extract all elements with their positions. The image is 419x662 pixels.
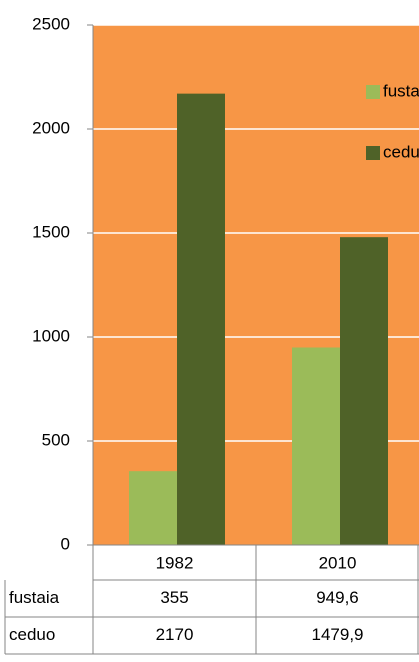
y-tick-label: 500 xyxy=(42,430,70,449)
y-tick-label: 1500 xyxy=(32,222,70,241)
table-cell: 1479,9 xyxy=(312,625,364,644)
x-tick-label: 2010 xyxy=(319,553,357,572)
bar xyxy=(177,93,225,545)
bar xyxy=(292,347,340,545)
table-row-label: fustaia xyxy=(9,588,60,607)
table-row-label: ceduo xyxy=(9,625,55,644)
table-cell: 949,6 xyxy=(316,588,359,607)
bar xyxy=(129,471,177,545)
table-cell: 355 xyxy=(160,588,188,607)
table-cell: 2170 xyxy=(156,625,194,644)
legend-swatch xyxy=(366,146,380,160)
y-tick-label: 2500 xyxy=(32,14,70,33)
y-tick-label: 2000 xyxy=(32,118,70,137)
legend-label: fustaia xyxy=(383,81,419,100)
bar xyxy=(340,237,388,546)
legend-swatch xyxy=(366,85,380,99)
legend-label: ceduo xyxy=(383,142,419,161)
y-tick-label: 1000 xyxy=(32,326,70,345)
x-tick-label: 1982 xyxy=(156,553,194,572)
y-tick-label: 0 xyxy=(61,534,70,553)
